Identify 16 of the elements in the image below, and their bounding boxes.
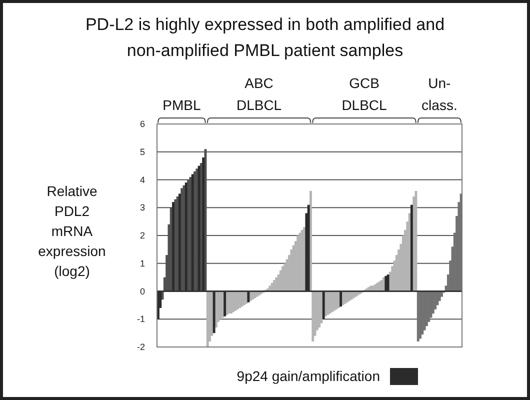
y-tick-label: 3	[140, 202, 145, 213]
x-tick-label: PMBL	[162, 97, 201, 113]
y-tick-label: 1	[140, 258, 145, 268]
x-tick-label: Un- class.	[422, 75, 458, 113]
y-tick-label: 2	[140, 230, 145, 240]
y-tick-label: 0	[140, 286, 145, 296]
y-tick-label: -2	[136, 342, 145, 352]
y-tick-label: 5	[140, 146, 145, 157]
x-tick-label: ABC DLBCL	[236, 75, 282, 113]
chart-title: PD-L2 is highly expressed in both amplified and non-amplified PMBL patient samples	[85, 15, 445, 60]
legend-label: 9p24 gain/amplification	[236, 368, 380, 384]
x-tick-label: GCB DLBCL	[342, 75, 388, 113]
y-tick-label: 6	[140, 119, 145, 129]
y-axis-title: Relative PDL2 mRNA expression (log2)	[38, 183, 106, 279]
y-tick-label: -1	[136, 314, 145, 324]
y-tick-label: 4	[140, 174, 145, 185]
